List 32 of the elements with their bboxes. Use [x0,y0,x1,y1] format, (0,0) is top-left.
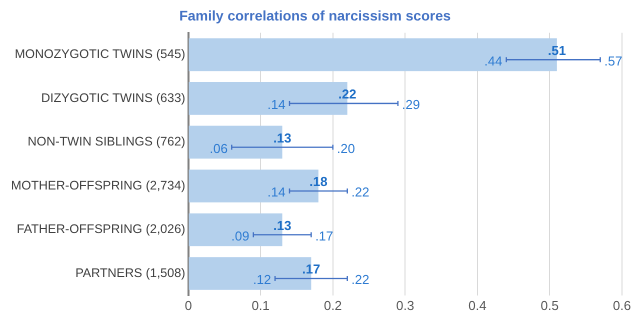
annotation: .20 [336,140,355,156]
annotation: .14 [267,184,286,200]
x-tick-label: 0.5 [540,298,559,313]
data-label: .18 [309,174,328,190]
x-tick-label: 0.1 [252,298,270,313]
x-tick-label: 0.2 [324,298,342,313]
x-tick-label: 0.4 [468,298,486,313]
y-tick-label: NON-TWIN SIBLINGS (762) [28,134,186,149]
chart-title: Family correlations of narcissism scores [179,7,451,24]
annotation: .17 [315,228,334,244]
x-tick-label: 0.6 [612,298,632,313]
annotation: .57 [604,53,622,68]
data-label: .17 [302,262,320,277]
y-tick-label: FATHER-OFFSPRING (2,026) [16,222,186,236]
annotation: .12 [252,272,272,288]
annotation: .06 [210,140,228,156]
y-tick-label: MOTHER-OFFSPRING (2,734) [10,178,186,192]
data-label: .13 [273,218,292,233]
x-tick-label: 0.3 [396,298,414,313]
y-tick-label: MONOZYGOTIC TWINS (545) [14,47,186,62]
data-label: .22 [338,86,356,102]
annotation: .09 [231,228,250,244]
y-tick-label: PARTNERS (1,508) [75,266,186,280]
data-label: .51 [548,42,566,58]
y-tick-label: DIZYGOTIC TWINS (633) [41,90,186,105]
annotation: .22 [351,184,370,200]
annotation: .44 [484,53,502,68]
annotation: .22 [351,272,370,288]
x-tick-label: 0 [184,298,192,313]
annotation: .14 [267,97,286,112]
data-label: .13 [273,130,292,146]
annotation: .29 [402,97,420,112]
